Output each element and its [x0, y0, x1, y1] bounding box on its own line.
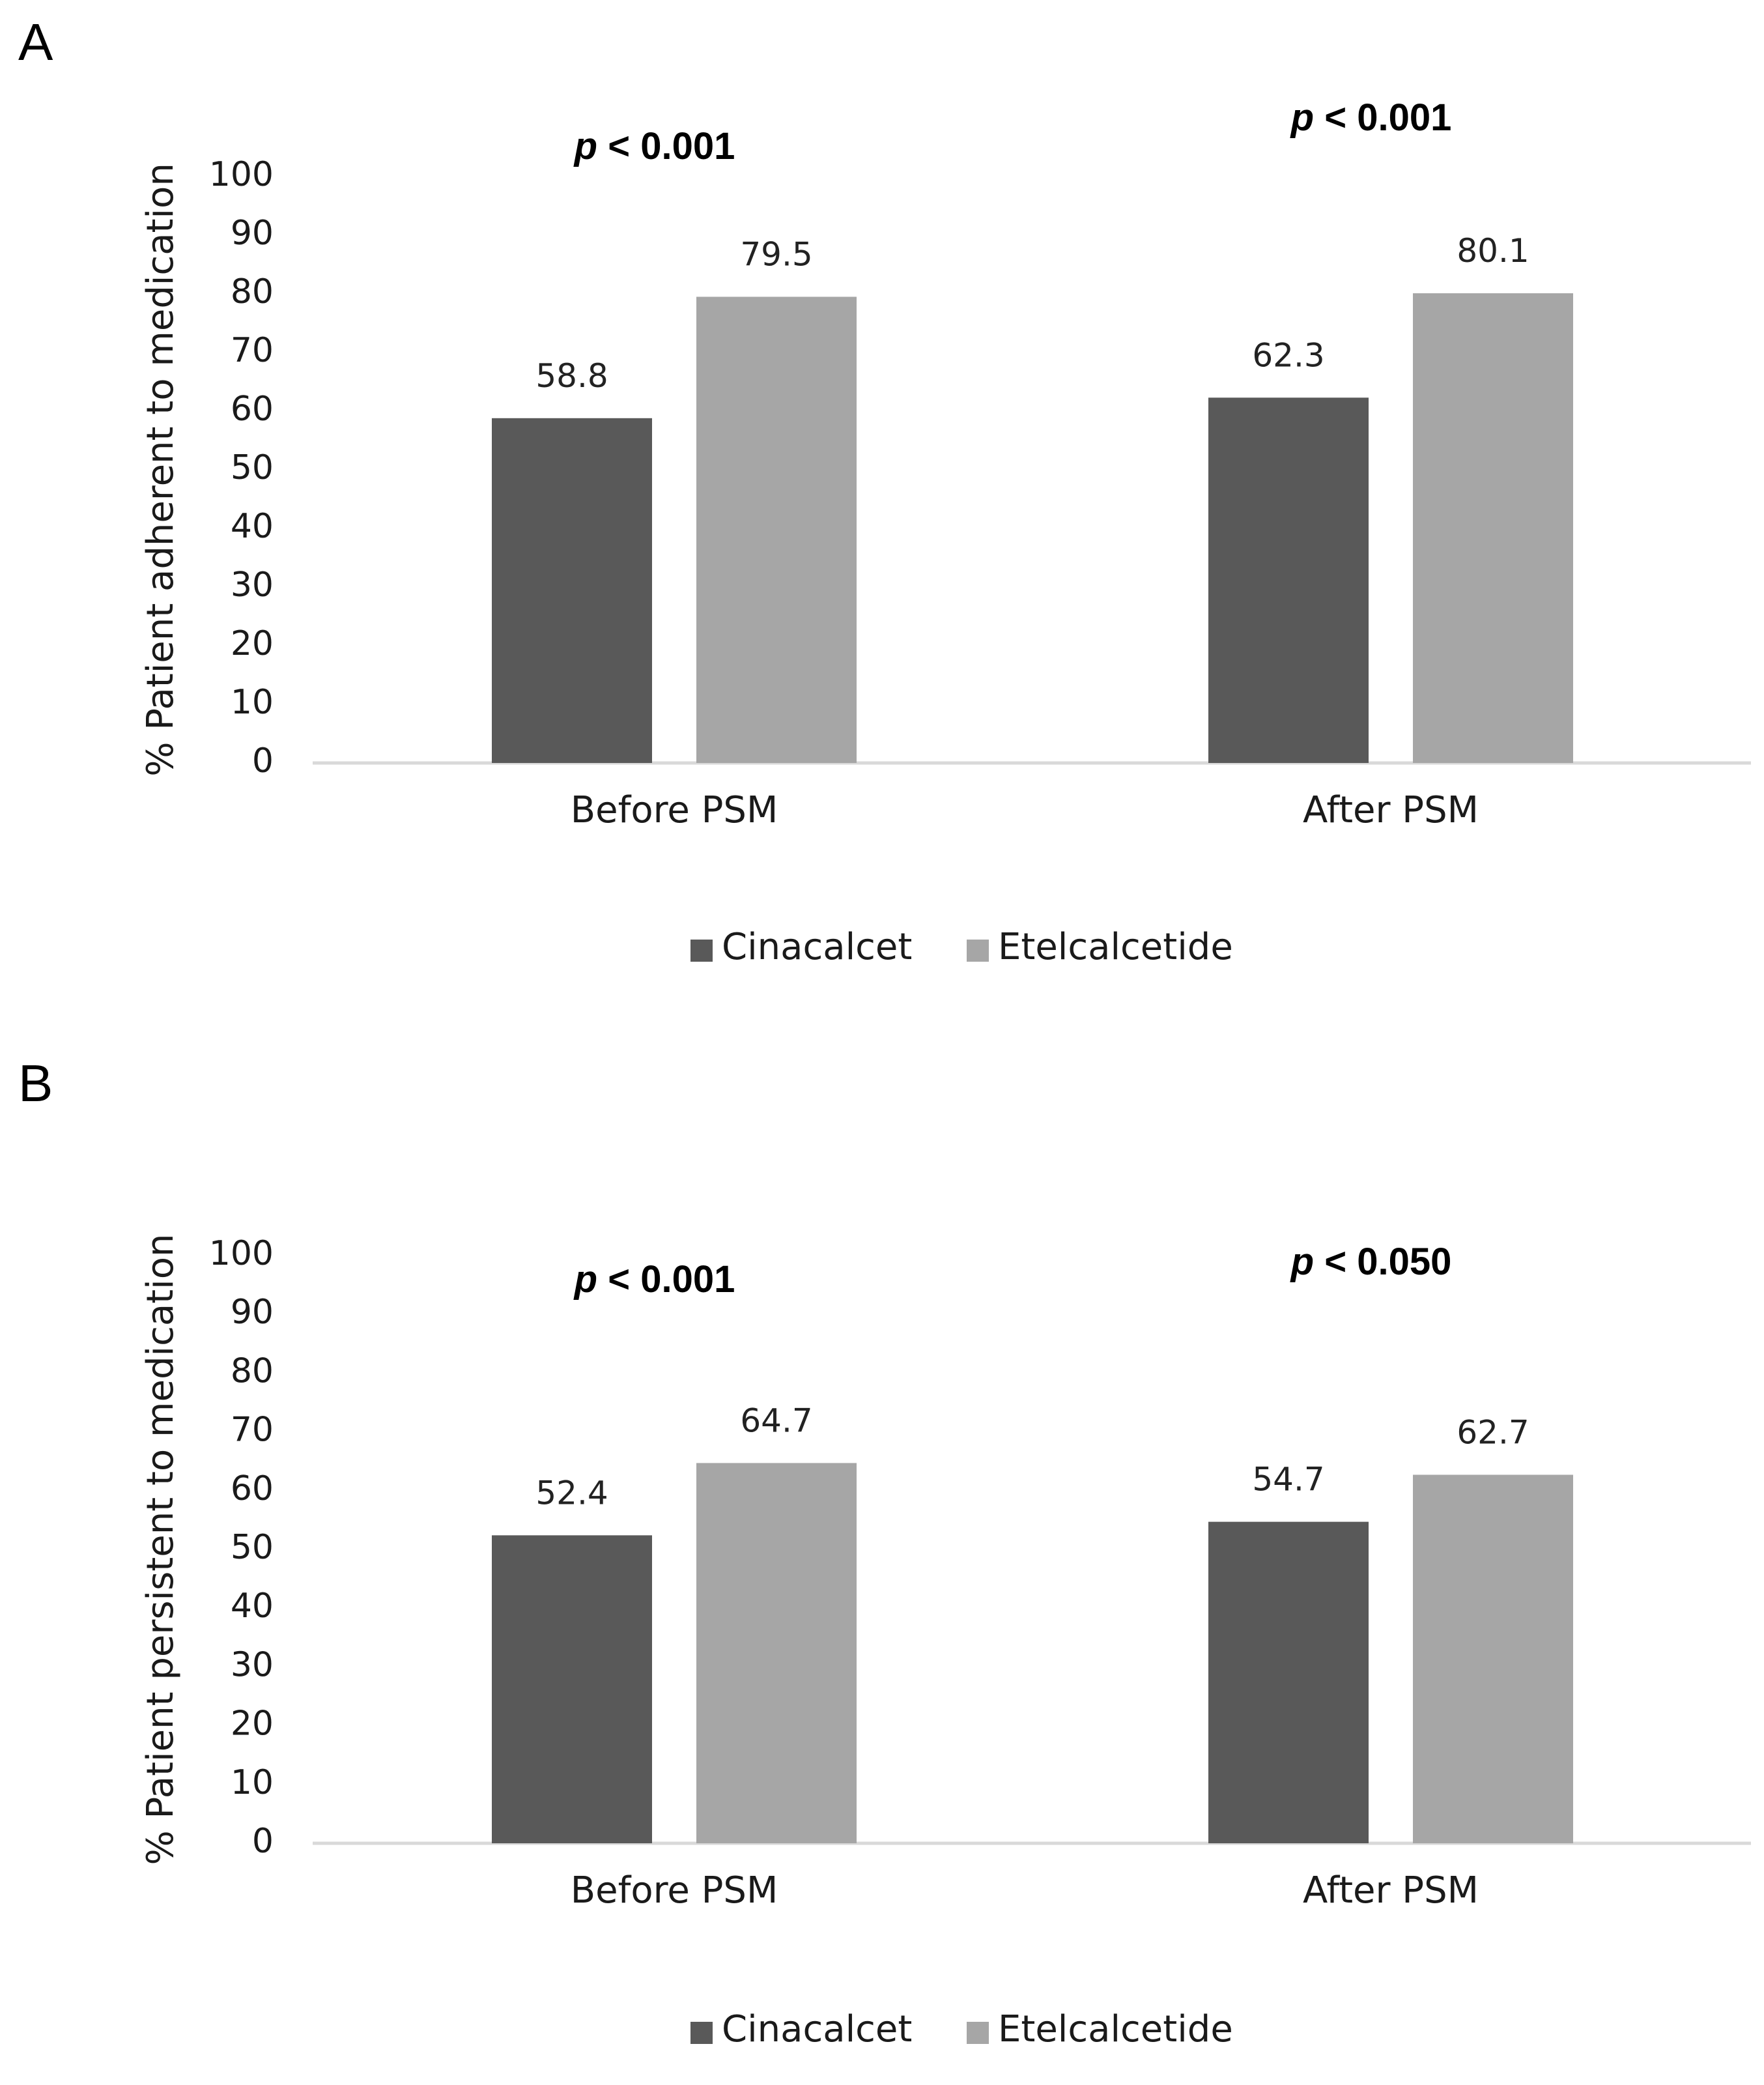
- x-category-label: Before PSM: [571, 1869, 778, 1912]
- legend-swatch-etelcalcetide: [967, 940, 989, 962]
- legend-swatch-cinacalcet: [690, 2022, 713, 2044]
- bar-cinacalcet: [1208, 397, 1369, 763]
- legend-swatch-cinacalcet: [690, 940, 713, 962]
- y-tick-label: 40: [231, 507, 274, 546]
- p-value-text: < 0.001: [1314, 96, 1451, 139]
- data-label: 64.7: [740, 1402, 812, 1439]
- y-axis-label: % Patient adherent to medication: [139, 163, 182, 777]
- y-tick-label: 80: [231, 272, 274, 311]
- y-axis-label: % Patient persistent to medication: [139, 1234, 182, 1865]
- p-value-text: < 0.001: [597, 1258, 735, 1301]
- p-value-annotation: p < 0.001: [573, 125, 735, 167]
- data-label: 58.8: [535, 357, 608, 395]
- data-label: 54.7: [1252, 1461, 1324, 1499]
- panel-label: A: [18, 13, 53, 71]
- y-tick-label: 70: [231, 331, 274, 370]
- p-symbol: p: [1290, 96, 1314, 139]
- p-value-annotation: p < 0.050: [1290, 1241, 1452, 1283]
- y-tick-label: 60: [231, 390, 274, 429]
- p-symbol: p: [573, 125, 597, 167]
- x-category-label: Before PSM: [571, 789, 778, 831]
- p-value-text: < 0.001: [597, 125, 735, 167]
- y-tick-label: 70: [231, 1411, 274, 1450]
- panel-label: B: [18, 1054, 53, 1112]
- y-tick-label: 10: [231, 1763, 274, 1802]
- bar-etelcalcetide: [1413, 293, 1573, 764]
- bar-cinacalcet: [492, 1535, 652, 1843]
- data-label: 62.3: [1252, 336, 1324, 374]
- x-category-label: After PSM: [1303, 789, 1479, 831]
- y-tick-label: 100: [209, 155, 274, 194]
- y-tick-label: 90: [231, 1293, 274, 1332]
- y-tick-label: 50: [231, 1528, 274, 1567]
- x-category-label: After PSM: [1303, 1869, 1479, 1912]
- legend-swatch-etelcalcetide: [967, 2022, 989, 2044]
- chart-b: B % Patient persistent to medication 0 10 20…: [18, 1054, 1751, 2050]
- bar-etelcalcetide: [696, 296, 857, 763]
- y-tick-label: 20: [231, 1704, 274, 1744]
- y-tick-label: 40: [231, 1587, 274, 1626]
- data-label: 80.1: [1457, 232, 1529, 270]
- legend-label-cinacalcet: Cinacalcet: [722, 2008, 912, 2050]
- p-symbol: p: [1290, 1241, 1314, 1283]
- y-tick-label: 80: [231, 1351, 274, 1390]
- data-label: 79.5: [740, 236, 812, 274]
- data-label: 62.7: [1457, 1413, 1529, 1451]
- bar-cinacalcet: [492, 418, 652, 763]
- bar-cinacalcet: [1208, 1521, 1369, 1843]
- y-tick-label: 10: [231, 683, 274, 722]
- y-tick-label: 30: [231, 1645, 274, 1684]
- y-tick-label: 30: [231, 566, 274, 605]
- y-tick-label: 20: [231, 624, 274, 663]
- y-tick-label: 0: [252, 741, 274, 781]
- p-value-annotation: p < 0.001: [573, 1258, 735, 1301]
- y-tick-label: 100: [209, 1234, 274, 1273]
- bar-etelcalcetide: [1413, 1474, 1573, 1843]
- legend-label-cinacalcet: Cinacalcet: [722, 926, 912, 968]
- legend-label-etelcalcetide: Etelcalcetide: [998, 2008, 1233, 2050]
- p-value-annotation: p < 0.001: [1290, 96, 1452, 139]
- chart-a: A % Patient adherent to medication 0 10 20 30…: [18, 13, 1751, 968]
- y-tick-label: 0: [252, 1822, 274, 1861]
- p-symbol: p: [573, 1258, 597, 1301]
- y-tick-label: 90: [231, 214, 274, 253]
- bar-etelcalcetide: [696, 1463, 857, 1843]
- data-label: 52.4: [535, 1474, 608, 1512]
- y-tick-label: 60: [231, 1469, 274, 1508]
- legend-label-etelcalcetide: Etelcalcetide: [998, 926, 1233, 968]
- p-value-text: < 0.050: [1314, 1241, 1451, 1283]
- y-tick-label: 50: [231, 448, 274, 487]
